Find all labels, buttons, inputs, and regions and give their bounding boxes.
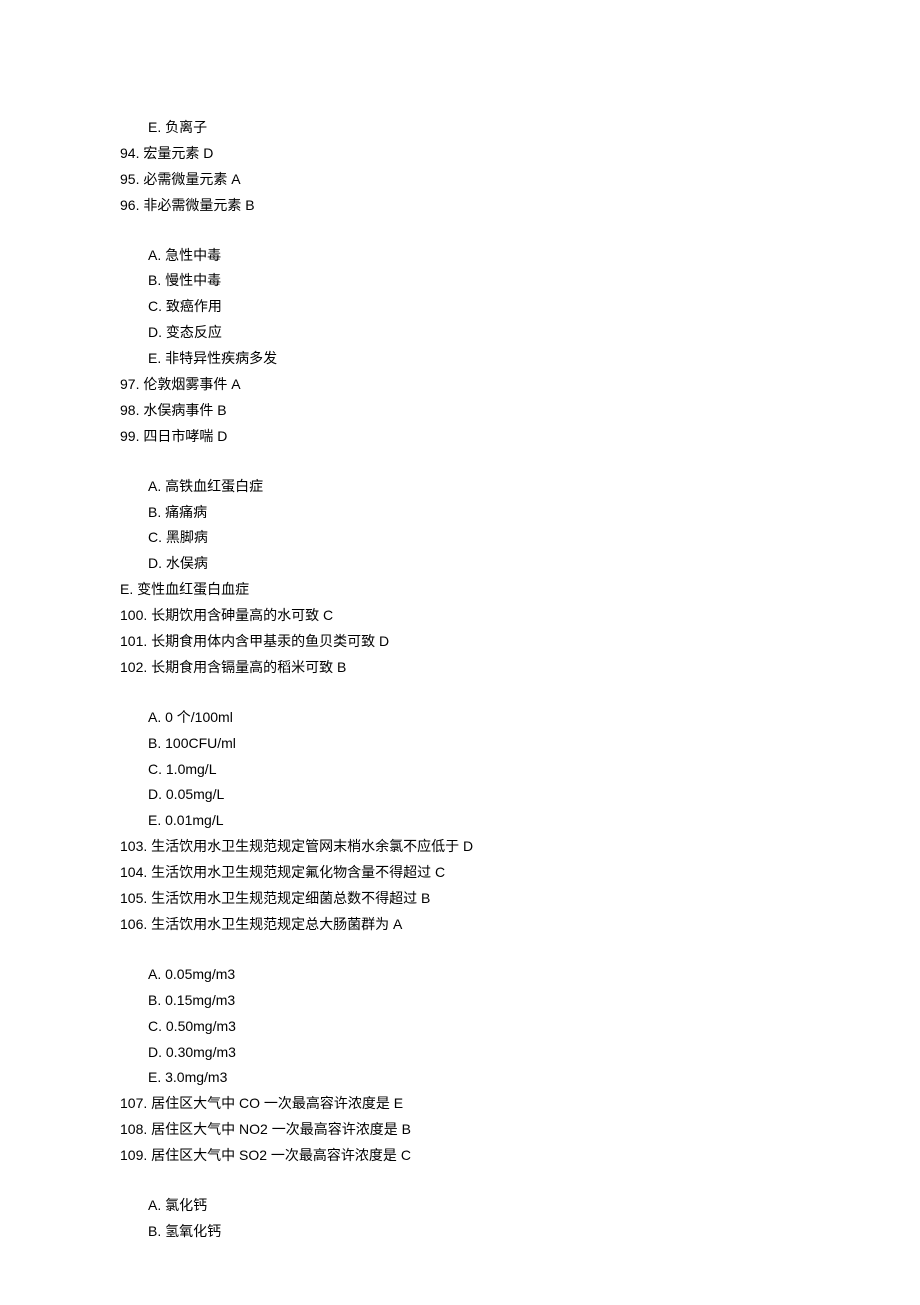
text-line: 107. 居住区大气中 CO 一次最高容许浓度是 E (120, 1091, 800, 1117)
text-line: 97. 伦敦烟雾事件 A (120, 372, 800, 398)
text-line: 99. 四日市哮喘 D (120, 424, 800, 450)
text-line: 95. 必需微量元素 A (120, 167, 800, 193)
text-line: 98. 水俣病事件 B (120, 398, 800, 424)
text-line: C. 黑脚病 (120, 525, 800, 551)
document-page: E. 负离子94. 宏量元素 D95. 必需微量元素 A96. 非必需微量元素 … (0, 0, 920, 1305)
text-line: B. 0.15mg/m3 (120, 988, 800, 1014)
question-group: A. 0.05mg/m3B. 0.15mg/m3C. 0.50mg/m3D. 0… (120, 962, 800, 1169)
question-group: A. 氯化钙B. 氢氧化钙 (120, 1193, 800, 1245)
text-line: C. 0.50mg/m3 (120, 1014, 800, 1040)
text-line: A. 0 个/100ml (120, 705, 800, 731)
text-line: E. 变性血红蛋白血症 (120, 577, 800, 603)
text-line: E. 0.01mg/L (120, 808, 800, 834)
text-line: C. 1.0mg/L (120, 757, 800, 783)
text-line: C. 致癌作用 (120, 294, 800, 320)
text-line: E. 3.0mg/m3 (120, 1065, 800, 1091)
text-line: E. 非特异性疾病多发 (120, 346, 800, 372)
text-line: D. 变态反应 (120, 320, 800, 346)
question-group: A. 急性中毒B. 慢性中毒C. 致癌作用D. 变态反应E. 非特异性疾病多发9… (120, 243, 800, 450)
text-line: 103. 生活饮用水卫生规范规定管网末梢水余氯不应低于 D (120, 834, 800, 860)
text-line: A. 高铁血红蛋白症 (120, 474, 800, 500)
text-line: E. 负离子 (120, 115, 800, 141)
text-line: 94. 宏量元素 D (120, 141, 800, 167)
text-line: A. 氯化钙 (120, 1193, 800, 1219)
text-line: D. 0.30mg/m3 (120, 1040, 800, 1066)
text-line: B. 慢性中毒 (120, 268, 800, 294)
text-line: A. 急性中毒 (120, 243, 800, 269)
text-line: A. 0.05mg/m3 (120, 962, 800, 988)
question-group: A. 0 个/100mlB. 100CFU/mlC. 1.0mg/LD. 0.0… (120, 705, 800, 938)
text-line: D. 0.05mg/L (120, 782, 800, 808)
text-line: 102. 长期食用含镉量高的稻米可致 B (120, 655, 800, 681)
text-line: D. 水俣病 (120, 551, 800, 577)
question-group: E. 负离子94. 宏量元素 D95. 必需微量元素 A96. 非必需微量元素 … (120, 115, 800, 219)
text-line: 106. 生活饮用水卫生规范规定总大肠菌群为 A (120, 912, 800, 938)
text-line: 104. 生活饮用水卫生规范规定氟化物含量不得超过 C (120, 860, 800, 886)
text-line: B. 氢氧化钙 (120, 1219, 800, 1245)
text-line: 109. 居住区大气中 SO2 一次最高容许浓度是 C (120, 1143, 800, 1169)
text-line: 108. 居住区大气中 NO2 一次最高容许浓度是 B (120, 1117, 800, 1143)
text-line: B. 痛痛病 (120, 500, 800, 526)
text-line: 101. 长期食用体内含甲基汞的鱼贝类可致 D (120, 629, 800, 655)
question-group: A. 高铁血红蛋白症B. 痛痛病C. 黑脚病D. 水俣病E. 变性血红蛋白血症1… (120, 474, 800, 681)
text-line: 105. 生活饮用水卫生规范规定细菌总数不得超过 B (120, 886, 800, 912)
text-line: 96. 非必需微量元素 B (120, 193, 800, 219)
text-line: B. 100CFU/ml (120, 731, 800, 757)
text-line: 100. 长期饮用含砷量高的水可致 C (120, 603, 800, 629)
